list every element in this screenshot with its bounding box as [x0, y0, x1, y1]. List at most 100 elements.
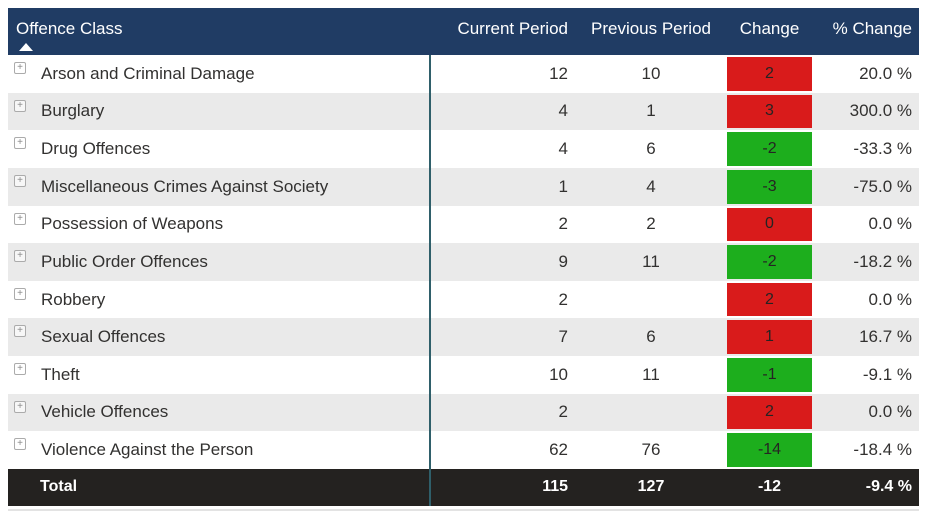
- offence-class-label: Miscellaneous Crimes Against Society: [41, 176, 329, 196]
- column-header-previous-period[interactable]: Previous Period: [575, 8, 727, 55]
- visual-bottom-border: [8, 509, 919, 511]
- offence-class-label: Public Order Offences: [41, 251, 208, 271]
- matrix-table: Offence Class Current Period Previous Pe…: [8, 8, 919, 506]
- expand-row-button[interactable]: +: [14, 400, 26, 413]
- offence-class-label: Drug Offences: [41, 139, 151, 159]
- plus-icon: +: [17, 287, 23, 299]
- pct-change-cell: -9.1 %: [862, 364, 912, 384]
- previous-period-cell: [575, 394, 727, 432]
- change-badge: -3: [727, 169, 812, 204]
- pct-change-cell: 0.0 %: [868, 214, 912, 234]
- change-badge: -2: [727, 245, 812, 279]
- expand-row-button[interactable]: +: [14, 325, 26, 338]
- plus-icon: +: [17, 438, 23, 450]
- offence-class-cell: + Robbery: [8, 281, 430, 319]
- previous-period-cell: 6: [646, 139, 656, 159]
- change-cell: -14: [727, 431, 812, 469]
- offence-class-header-label: Offence Class: [16, 19, 123, 38]
- offence-class-cell: + Violence Against the Person: [8, 431, 430, 469]
- expand-row-button[interactable]: +: [14, 250, 26, 263]
- offence-class-cell: + Miscellaneous Crimes Against Society: [8, 168, 430, 206]
- expand-row-button[interactable]: +: [14, 174, 26, 187]
- expand-row-button[interactable]: +: [14, 438, 26, 451]
- column-header-current-period[interactable]: Current Period: [430, 8, 575, 55]
- pct-change-cell: -33.3 %: [853, 139, 912, 159]
- plus-icon: +: [17, 212, 23, 224]
- previous-period-cell: 6: [646, 327, 656, 347]
- plus-icon: +: [17, 62, 23, 73]
- change-badge: -1: [727, 358, 812, 392]
- offence-class-label: Vehicle Offences: [41, 402, 169, 422]
- current-period-cell: 2: [558, 402, 568, 422]
- current-period-cell: 9: [558, 251, 568, 271]
- previous-period-cell: 1: [646, 101, 656, 121]
- change-badge: 2: [727, 395, 812, 430]
- pct-change-cell: 300.0 %: [849, 101, 912, 121]
- current-period-cell: 7: [558, 327, 568, 347]
- previous-period-cell: 11: [642, 364, 660, 384]
- current-period-cell: 10: [549, 364, 568, 384]
- plus-icon: +: [17, 137, 23, 149]
- table-row[interactable]: + Miscellaneous Crimes Against Society 1…: [8, 167, 919, 206]
- pct-change-cell: -18.4 %: [853, 440, 912, 460]
- table-row[interactable]: + Public Order Offences 9 11 -2 -18.2 %: [8, 243, 919, 281]
- table-row[interactable]: + Violence Against the Person 62 76 -14 …: [8, 431, 919, 469]
- change-badge: 2: [727, 57, 812, 91]
- table-row[interactable]: + Burglary 4 1 3 300.0 %: [8, 92, 919, 131]
- previous-period-cell: 10: [641, 63, 661, 83]
- offence-class-cell: + Public Order Offences: [8, 243, 430, 281]
- pct-change-cell: 0.0 %: [868, 289, 912, 309]
- table-row[interactable]: + Possession of Weapons 2 2 0 0.0 %: [8, 205, 919, 244]
- current-period-header-label: Current Period: [457, 19, 568, 38]
- expand-row-button[interactable]: +: [14, 99, 26, 112]
- total-row: Total 115 127 -12 -9.4 %: [8, 468, 919, 506]
- offence-class-label: Possession of Weapons: [41, 214, 224, 234]
- column-divider: [429, 55, 431, 506]
- current-period-cell: 62: [549, 440, 568, 460]
- pct-change-cell: 0.0 %: [868, 402, 912, 422]
- total-label: Total: [40, 478, 78, 496]
- offence-class-cell: + Burglary: [8, 93, 430, 131]
- expand-row-button[interactable]: +: [14, 137, 26, 150]
- pct-change-cell: 20.0 %: [859, 63, 912, 83]
- change-cell: 2: [727, 394, 812, 432]
- column-header-pct-change[interactable]: % Change: [812, 8, 919, 55]
- table-row[interactable]: + Drug Offences 4 6 -2 -33.3 %: [8, 130, 919, 168]
- offence-class-cell: + Theft: [8, 356, 430, 394]
- current-period-cell: 2: [558, 214, 568, 234]
- previous-period-header-label: Previous Period: [590, 19, 711, 38]
- expand-row-button[interactable]: +: [14, 212, 26, 225]
- offence-class-label: Theft: [41, 364, 80, 384]
- change-cell: 2: [727, 281, 812, 319]
- expand-row-button[interactable]: +: [14, 62, 26, 74]
- offence-class-label: Arson and Criminal Damage: [41, 63, 255, 83]
- current-period-cell: 4: [558, 139, 568, 159]
- change-cell: 2: [727, 55, 812, 93]
- total-pct-change-value: -9.4 %: [865, 478, 912, 496]
- change-badge: 1: [727, 320, 812, 354]
- change-badge: -2: [727, 132, 812, 166]
- expand-row-button[interactable]: +: [14, 287, 26, 300]
- offence-class-label: Robbery: [41, 289, 106, 309]
- change-cell: -3: [727, 168, 812, 206]
- expand-row-button[interactable]: +: [14, 363, 26, 375]
- offence-class-label: Burglary: [41, 101, 105, 121]
- change-cell: 0: [727, 206, 812, 244]
- table-row[interactable]: + Arson and Criminal Damage 12 10 2 20.0…: [8, 55, 919, 93]
- previous-period-cell: 76: [641, 440, 661, 460]
- total-previous-period-value: 127: [637, 478, 665, 496]
- change-cell: -2: [727, 130, 812, 168]
- offence-class-cell: + Vehicle Offences: [8, 394, 430, 432]
- table-row[interactable]: + Sexual Offences 7 6 1 16.7 %: [8, 318, 919, 356]
- table-row[interactable]: + Robbery 2 2 0.0 %: [8, 280, 919, 319]
- table-row[interactable]: + Theft 10 11 -1 -9.1 %: [8, 356, 919, 394]
- current-period-cell: 12: [549, 63, 568, 83]
- column-header-change[interactable]: Change: [727, 8, 812, 55]
- column-header-offence-class[interactable]: Offence Class: [8, 8, 430, 55]
- plus-icon: +: [17, 325, 23, 337]
- table-row[interactable]: + Vehicle Offences 2 2 0.0 %: [8, 393, 919, 432]
- change-header-label: Change: [739, 19, 800, 38]
- offence-class-cell: + Possession of Weapons: [8, 206, 430, 244]
- previous-period-cell: 11: [642, 251, 660, 271]
